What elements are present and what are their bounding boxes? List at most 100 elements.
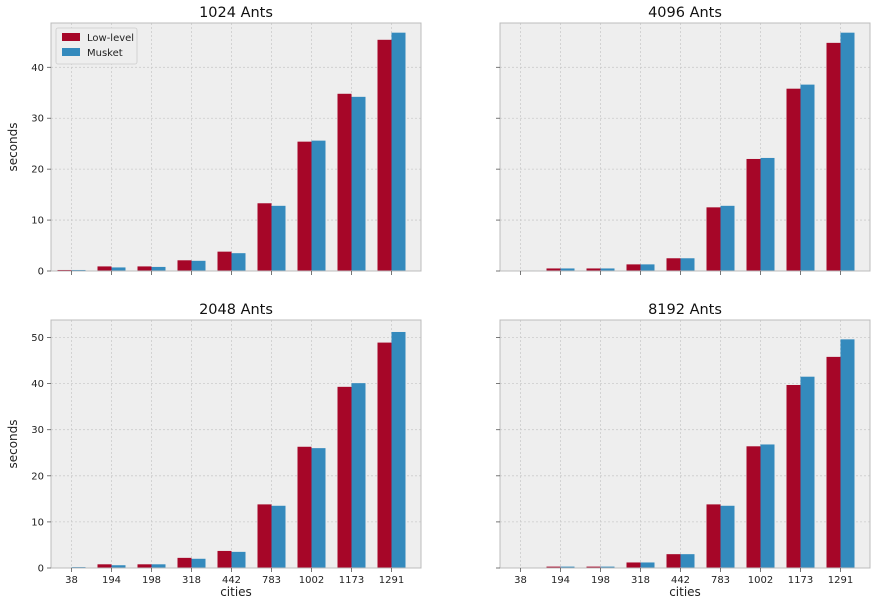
bar-low-level: [177, 260, 192, 271]
x-tick-label: 1002: [299, 575, 324, 586]
x-tick-label: 1291: [379, 575, 404, 586]
x-tick-label: 198: [591, 575, 610, 586]
chart-panel: 38 194 198 318 442 783 1002 1173 1291 8192 Ants ci…: [496, 302, 871, 599]
panel-title: 4096 Ants: [648, 5, 722, 21]
bar-musket: [800, 84, 815, 271]
bar-musket: [840, 32, 855, 271]
x-axis-label: cities: [669, 585, 701, 599]
y-tick-label: 20: [31, 165, 44, 176]
legend: Low-level Musket: [55, 27, 138, 65]
x-tick-label: 38: [65, 575, 78, 586]
bar-low-level: [546, 268, 561, 271]
bar-low-level: [706, 207, 721, 271]
bar-musket: [720, 505, 735, 568]
legend-swatch: [62, 48, 80, 56]
bar-low-level: [177, 557, 192, 568]
y-tick-label: 30: [31, 114, 44, 125]
y-tick-label: 40: [31, 379, 44, 390]
chart-panel: 0 10 20 30 40 50 38 194 198 318 442 783 1002 1173 1291…: [6, 302, 422, 599]
panel-title: 1024 Ants: [199, 5, 273, 21]
bar-low-level: [746, 446, 761, 568]
y-tick-label: 20: [31, 471, 44, 482]
chart-panel: 4096 Ants: [496, 5, 871, 275]
bar-musket: [760, 444, 775, 568]
bar-musket: [600, 268, 615, 271]
y-axis-label: seconds: [6, 122, 20, 171]
bar-musket: [271, 205, 286, 271]
bar-musket: [800, 376, 815, 568]
legend-label: Low-level: [87, 33, 134, 44]
bar-low-level: [337, 93, 352, 271]
bar-musket: [351, 96, 366, 271]
bar-musket: [151, 564, 166, 568]
y-tick-label: 0: [38, 564, 44, 575]
bar-musket: [680, 554, 695, 568]
bar-musket: [231, 551, 246, 568]
bar-low-level: [57, 269, 72, 271]
y-tick-label: 50: [31, 333, 44, 344]
y-tick-label: 40: [31, 63, 44, 74]
y-tick-label: 30: [31, 425, 44, 436]
bar-musket: [351, 383, 366, 568]
bar-musket: [720, 205, 735, 271]
chart-panel: 0 10 20 30 40 1024 Ants seconds Low-level Musket: [6, 5, 422, 278]
bar-musket: [680, 258, 695, 271]
x-tick-label: 783: [711, 575, 730, 586]
bar-low-level: [297, 141, 312, 271]
bar-low-level: [666, 258, 681, 271]
bar-low-level: [97, 564, 112, 568]
bar-musket: [191, 558, 206, 568]
panel-title: 8192 Ants: [648, 302, 722, 318]
bar-musket: [111, 565, 126, 568]
bar-low-level: [786, 88, 801, 272]
bar-low-level: [626, 264, 641, 271]
bar-musket: [640, 562, 655, 568]
bar-low-level: [546, 566, 561, 568]
bar-low-level: [706, 504, 721, 568]
bar-low-level: [826, 42, 841, 272]
bar-musket: [560, 268, 575, 271]
bar-musket: [760, 157, 775, 271]
plot-frame: [499, 22, 871, 272]
bar-musket: [111, 267, 126, 271]
bar-musket: [391, 331, 406, 568]
y-tick-label: 10: [31, 216, 44, 227]
bar-musket: [840, 339, 855, 568]
x-tick-label: 38: [514, 575, 527, 586]
x-tick-label: 1173: [788, 575, 813, 586]
bar-musket: [231, 253, 246, 271]
bar-low-level: [337, 386, 352, 568]
bar-musket: [311, 140, 326, 271]
bar-low-level: [217, 550, 232, 568]
plot-frame: [499, 319, 871, 569]
y-axis-label: seconds: [6, 419, 20, 468]
bar-low-level: [297, 446, 312, 568]
y-tick-label: 0: [38, 267, 44, 278]
bar-low-level: [257, 203, 272, 271]
bar-musket: [311, 448, 326, 568]
x-tick-label: 442: [222, 575, 241, 586]
bar-low-level: [137, 266, 152, 271]
bar-low-level: [786, 384, 801, 568]
bar-low-level: [377, 342, 392, 568]
x-tick-label: 442: [671, 575, 690, 586]
panel-title: 2048 Ants: [199, 302, 273, 318]
x-tick-label: 194: [102, 575, 121, 586]
x-tick-label: 1002: [748, 575, 773, 586]
bar-musket: [560, 566, 575, 568]
bar-low-level: [586, 268, 601, 271]
bar-musket: [391, 32, 406, 271]
x-tick-label: 318: [182, 575, 201, 586]
bar-musket: [191, 260, 206, 271]
x-tick-label: 783: [262, 575, 281, 586]
x-tick-label: 1173: [339, 575, 364, 586]
plot-frame: [50, 22, 422, 272]
legend-label: Musket: [87, 48, 123, 59]
bar-low-level: [626, 562, 641, 568]
bar-low-level: [746, 158, 761, 271]
x-tick-label: 198: [142, 575, 161, 586]
bar-low-level: [826, 356, 841, 568]
y-tick-label: 10: [31, 517, 44, 528]
x-tick-label: 194: [551, 575, 570, 586]
